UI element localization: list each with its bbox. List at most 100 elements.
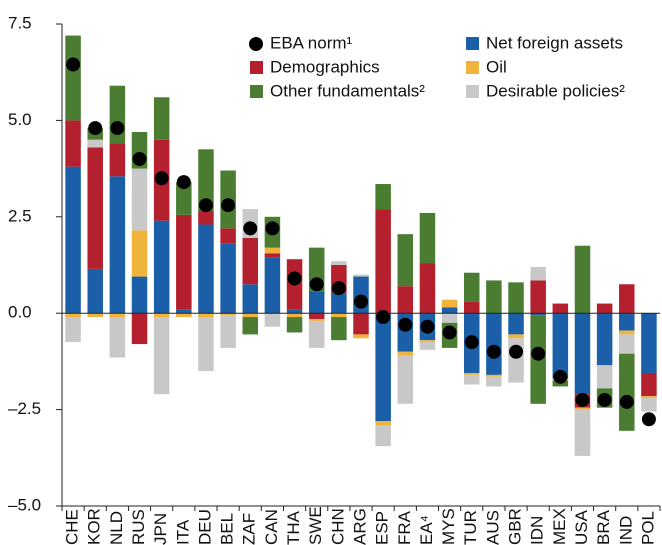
x-tick-label: CHE: [63, 509, 82, 545]
bar-segment: [242, 238, 259, 285]
bar-segment: [619, 334, 635, 354]
norm-dot: [619, 394, 634, 409]
norm-dot: [420, 319, 435, 334]
bar-segment: [264, 257, 281, 314]
x-tick-label: FRA: [395, 510, 414, 545]
x-tick-label: BEL: [218, 513, 237, 545]
bar-segment: [176, 214, 192, 310]
legend-marker: [466, 37, 479, 50]
bar-segment: [286, 317, 303, 333]
bar-segment: [131, 230, 148, 277]
bar-segment: [508, 282, 524, 314]
x-tick-label: THA: [284, 510, 303, 545]
bar-segment: [198, 149, 214, 212]
bar-segment: [198, 317, 214, 372]
bar-segment: [397, 351, 414, 356]
x-tick-label: NLD: [107, 511, 126, 545]
bar-segment: [264, 313, 281, 327]
norm-dot: [531, 346, 546, 361]
x-tick-label: ARG: [350, 508, 369, 545]
x-tick-label: EA⁴: [417, 515, 436, 545]
bar-segment: [198, 224, 214, 314]
norm-dot: [110, 121, 125, 136]
norm-dot: [309, 277, 324, 292]
bar-segment: [87, 268, 103, 314]
bar-segment: [65, 166, 81, 314]
norm-dot: [354, 294, 368, 309]
bar-segment: [131, 276, 148, 314]
x-tick-label: BRA: [594, 509, 613, 545]
bar-segment: [109, 176, 126, 314]
bar-segment: [331, 261, 347, 265]
bar-segment: [153, 313, 170, 318]
legend-label: Other fundamentals²: [270, 81, 425, 100]
bar-segment: [331, 317, 347, 341]
norm-dot: [243, 221, 258, 236]
bar-segment: [552, 313, 569, 379]
x-tick-label: IND: [616, 516, 635, 545]
bar-segment: [242, 317, 259, 335]
bar-segment: [87, 147, 103, 269]
bar-segment: [397, 234, 414, 287]
bar-segment: [264, 247, 281, 254]
x-tick-label: AUS: [483, 510, 502, 545]
bar-segment: [176, 309, 192, 314]
bar-segment: [486, 376, 502, 387]
bar-segment: [65, 120, 81, 167]
bar-segment: [220, 315, 236, 348]
bar-segment: [153, 220, 170, 314]
norm-dot: [154, 171, 169, 186]
norm-dot: [198, 198, 213, 213]
x-tick-label: DEU: [195, 509, 214, 545]
legend-label: Net foreign assets: [486, 33, 623, 52]
norm-dot: [486, 344, 501, 359]
bar-segment: [353, 313, 369, 335]
norm-dot: [176, 175, 191, 190]
bar-segment: [242, 284, 259, 314]
bar-segment: [353, 334, 369, 339]
x-tick-label: KOR: [85, 508, 104, 545]
norm-dot: [287, 271, 302, 286]
bar-segment: [397, 355, 414, 404]
bar-segment: [397, 286, 414, 314]
bar-segment: [308, 313, 325, 319]
norm-dot: [66, 57, 81, 72]
bar-segment: [87, 313, 103, 318]
x-tick-label: TUR: [461, 510, 480, 545]
bar-segment: [463, 272, 480, 302]
bar-segment: [463, 374, 480, 385]
bar-segment: [65, 317, 81, 343]
bar-segment: [641, 372, 657, 397]
x-tick-label: MEX: [550, 508, 569, 545]
bar-segment: [264, 253, 281, 258]
y-tick-label: 2.5: [8, 206, 32, 225]
norm-dot: [509, 344, 524, 359]
bar-segment: [530, 266, 546, 281]
x-tick-label: CAN: [262, 509, 281, 545]
norm-dot: [442, 325, 457, 340]
bar-segment: [331, 293, 347, 314]
x-tick-label: IDN: [528, 516, 547, 545]
x-tick-label: RUS: [129, 509, 148, 545]
bar-segment: [375, 425, 391, 447]
bar-segment: [508, 313, 524, 335]
bar-segment: [552, 303, 569, 314]
bar-segment: [153, 317, 170, 395]
bar-segment: [619, 284, 635, 314]
bar-segment: [375, 184, 391, 210]
bar-segment: [463, 372, 480, 375]
bar-segment: [596, 365, 613, 389]
bar-segment: [574, 409, 591, 456]
legend-label: EBA norm¹: [270, 33, 353, 52]
bar-segment: [65, 313, 81, 318]
bar-segment: [109, 313, 126, 318]
norm-dot: [265, 221, 280, 236]
norm-dot: [553, 369, 568, 384]
bar-segment: [198, 211, 214, 225]
x-tick-label: POL: [638, 511, 657, 545]
norm-dot: [464, 335, 479, 350]
bar-segment: [131, 168, 148, 231]
bar-segment: [419, 340, 436, 343]
bar-segment: [353, 274, 369, 277]
